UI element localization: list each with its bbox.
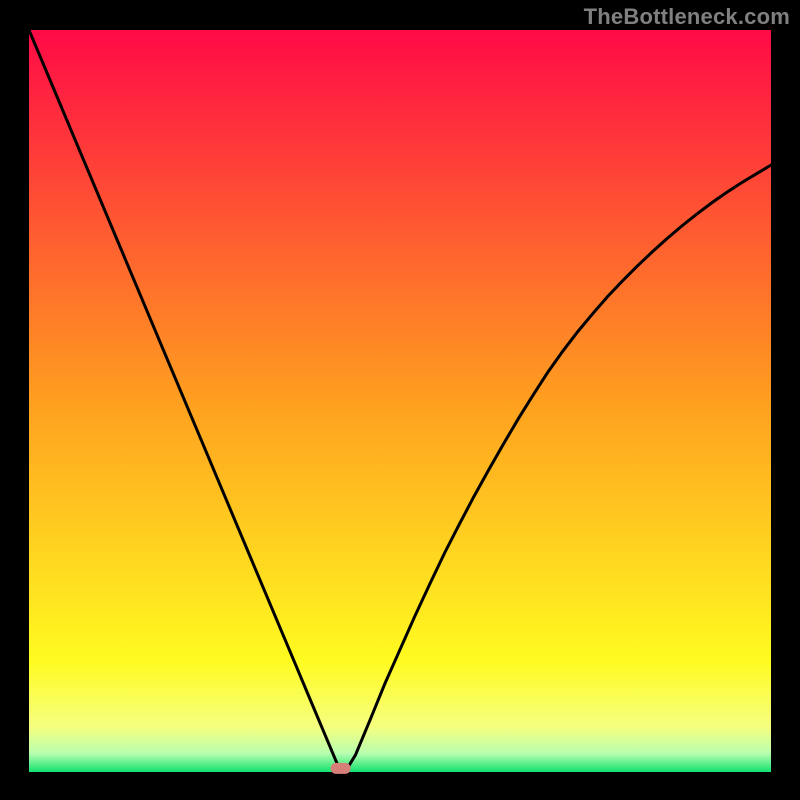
- bottleneck-curve: [29, 30, 771, 772]
- minimum-marker: [330, 763, 351, 773]
- plot-area: [29, 30, 771, 772]
- watermark-text: TheBottleneck.com: [584, 4, 790, 30]
- chart-container: TheBottleneck.com: [0, 0, 800, 800]
- curve-path: [29, 30, 771, 772]
